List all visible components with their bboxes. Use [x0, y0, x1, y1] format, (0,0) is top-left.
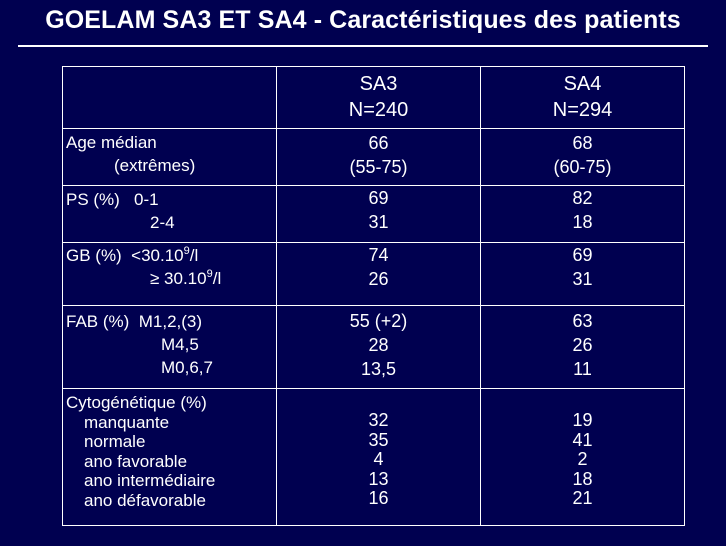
- row-label-age: Age médian (extrêmes): [66, 131, 195, 177]
- cell-value: 35: [368, 429, 389, 450]
- column-divider-1: [276, 66, 277, 526]
- cell-value: 66: [368, 133, 389, 153]
- cell-value: 74: [368, 245, 389, 265]
- cell-value: 63: [572, 311, 593, 331]
- row-label-line: PS (%) 0-1: [66, 190, 159, 209]
- label-text: /l: [212, 269, 222, 288]
- cell-value: 26: [368, 269, 389, 289]
- cell-value: 41: [572, 429, 593, 450]
- column-header-sa4: SA4 N=294: [481, 71, 684, 123]
- cell-value: 19: [572, 410, 593, 430]
- row-label-fab: FAB (%) M1,2,(3) M4,5 M0,6,7: [66, 310, 213, 379]
- cell-sa4-gb: 69 31: [481, 243, 684, 291]
- cell-value: 18: [572, 212, 593, 232]
- cell-value: 82: [572, 188, 593, 208]
- cell-sa3-age: 66 (55-75): [277, 131, 480, 179]
- table-border-top: [62, 66, 685, 67]
- cell-sa3-ps: 69 31: [277, 186, 480, 234]
- cell-sa3-gb: 74 26: [277, 243, 480, 291]
- table-border-bottom: [62, 525, 685, 526]
- cell-sa4-cytogenetics: 19 41 2 18 21: [481, 410, 684, 509]
- row-label-line: Cytogénétique (%): [66, 393, 207, 412]
- row-label-line: 2-4: [150, 213, 175, 232]
- row-label-line: M4,5: [161, 335, 199, 354]
- table-border-left: [62, 66, 63, 526]
- row-label-line: Age médian: [66, 133, 157, 152]
- cell-value: 4: [373, 449, 384, 469]
- row-label-gb: GB (%) <30.109/l ≥ 30.109/l: [66, 244, 221, 290]
- cell-sa3-cytogenetics: 32 35 4 13 16: [277, 410, 480, 509]
- cell-value: 18: [572, 468, 593, 489]
- column-header-count: N=294: [552, 99, 613, 121]
- row-divider: [62, 242, 685, 243]
- label-exponent: 9: [206, 268, 213, 280]
- column-divider-2: [480, 66, 481, 526]
- row-label-line: GB (%) <30.109/l: [66, 244, 221, 267]
- cell-value: 31: [572, 269, 593, 289]
- cell-value: 16: [368, 488, 389, 508]
- cell-value: 31: [368, 212, 389, 232]
- row-label-line: ano intermédiaire: [84, 471, 216, 490]
- cell-value: 68: [572, 133, 593, 153]
- column-header-sa3: SA3 N=240: [277, 71, 480, 123]
- row-divider: [62, 388, 685, 389]
- row-label-line: manquante: [84, 412, 170, 432]
- cell-sa4-age: 68 (60-75): [481, 131, 684, 179]
- row-divider: [62, 185, 685, 186]
- page-title: GOELAM SA3 ET SA4 - Caractéristiques des…: [45, 6, 681, 34]
- row-divider: [62, 305, 685, 306]
- label-text: ≥ 30.10: [150, 269, 207, 288]
- label-text: /l: [189, 246, 199, 265]
- cell-value: (55-75): [349, 157, 408, 177]
- row-label-line: (extrêmes): [114, 156, 196, 175]
- cell-sa4-fab: 63 26 11: [481, 309, 684, 381]
- label-text: GB (%) <30.10: [66, 246, 184, 265]
- cell-value: 69: [368, 188, 389, 208]
- row-label-line: normale: [84, 432, 146, 451]
- cell-sa3-fab: 55 (+2) 28 13,5: [277, 309, 480, 381]
- row-divider: [62, 128, 685, 129]
- cell-value: 2: [577, 449, 588, 469]
- cell-value: 69: [572, 245, 593, 265]
- cell-value: (60-75): [553, 157, 612, 177]
- column-header-count: N=240: [348, 99, 409, 121]
- row-label-line: M0,6,7: [161, 358, 213, 377]
- row-label-line: ano défavorable: [84, 490, 206, 510]
- title-underline: [18, 45, 708, 47]
- cell-value: 26: [572, 335, 593, 355]
- row-label-cytogenetics: Cytogénétique (%) manquante normale ano …: [66, 393, 215, 510]
- cell-value: 21: [572, 488, 593, 508]
- row-label-line: ano favorable: [84, 451, 188, 471]
- cell-value: 13,5: [360, 359, 397, 379]
- column-header-name: SA3: [359, 73, 398, 95]
- cell-value: 13: [368, 468, 389, 489]
- cell-value: 55 (+2): [349, 311, 408, 331]
- row-label-line: FAB (%) M1,2,(3): [66, 312, 203, 331]
- cell-value: 11: [573, 359, 592, 379]
- cell-value: 28: [368, 335, 389, 355]
- cell-sa4-ps: 82 18: [481, 186, 684, 234]
- row-label-line: ≥ 30.109/l: [66, 267, 221, 290]
- cell-value: 32: [368, 410, 389, 430]
- row-label-ps: PS (%) 0-1 2-4: [66, 188, 175, 234]
- label-exponent: 9: [183, 245, 190, 257]
- column-header-name: SA4: [563, 73, 602, 95]
- table-border-right: [684, 66, 685, 526]
